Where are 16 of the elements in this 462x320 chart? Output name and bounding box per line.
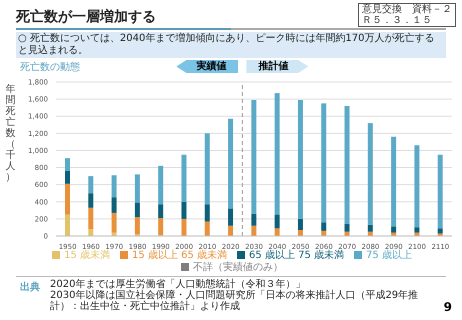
chart-subtitle: ○ 死亡数については、2040年まで増加傾向にあり、ピーク時には年間約170万人が死亡すると見込まれる。 [16, 32, 446, 58]
legend-label: 75 歳以上 [366, 250, 412, 261]
legend-label: 15 歳以上 65 歳未満 [132, 250, 227, 261]
legend-label: 不詳（実績値のみ） [193, 262, 283, 273]
text: 2020年までは厚生労働省「人口動態統計（令和３年）」 [50, 279, 306, 290]
document-label-frame: 意見交換 資料－２ Ｒ５．３．１５ [358, 3, 456, 27]
text: 死亡数の動態 [20, 60, 80, 74]
chart-title: 死亡数が一層増加する [16, 8, 156, 26]
text: 出典 [20, 280, 40, 294]
text: 2030年以降は国立社会保障・人口問題研究所「日本の将来推計人口（平成29年推計）：出生中位・死亡中位推計」より作成 [50, 290, 420, 312]
right-arrow-tab: 推計値 [246, 60, 308, 73]
text: 9 [444, 300, 452, 314]
left-arrow-tab: 実績値 [176, 60, 238, 73]
text: 年間死亡数（千人） [6, 84, 16, 183]
legend-label: 65 歳以上 75 歳未満 [249, 250, 344, 261]
legend-label: 15 歳未満 [64, 250, 110, 261]
